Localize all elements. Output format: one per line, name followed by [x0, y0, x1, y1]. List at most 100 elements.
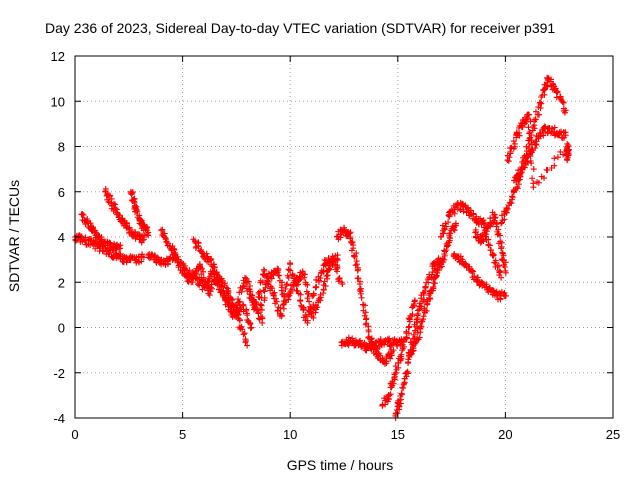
data-point [498, 274, 505, 281]
data-point [285, 266, 292, 273]
data-point [522, 161, 529, 168]
data-point [525, 124, 532, 131]
data-point [491, 211, 498, 218]
data-point [507, 199, 514, 206]
data-point [358, 294, 365, 301]
data-point [365, 323, 372, 330]
data-point [198, 265, 205, 272]
data-point [186, 267, 193, 274]
data-point [422, 284, 429, 291]
y-axis-label: SDTVAR / TECUs [6, 180, 22, 292]
series-track-3 [102, 185, 148, 246]
data-point [106, 239, 113, 246]
data-point [255, 310, 262, 317]
series-track-6 [158, 226, 251, 349]
data-point [276, 272, 283, 279]
y-tick-label: -4 [53, 411, 65, 426]
data-point [530, 166, 537, 173]
data-point [400, 385, 407, 392]
data-point [203, 250, 210, 257]
data-point [559, 135, 566, 142]
data-point [235, 299, 242, 306]
data-point [386, 335, 393, 342]
data-point [499, 249, 506, 256]
data-point [162, 234, 169, 241]
data-point [93, 229, 100, 236]
data-point [297, 298, 304, 305]
data-point [139, 251, 146, 258]
data-point [561, 129, 568, 136]
data-point [445, 219, 452, 226]
data-point [310, 290, 317, 297]
data-point [287, 290, 294, 297]
x-tick-label: 25 [606, 427, 620, 442]
data-point [320, 268, 327, 275]
data-point [528, 149, 535, 156]
data-point [564, 154, 571, 161]
data-point [344, 340, 351, 347]
data-point [160, 257, 167, 264]
data-point [347, 235, 354, 242]
data-point [138, 217, 145, 224]
data-point [129, 190, 136, 197]
data-point [261, 294, 268, 301]
data-point [490, 252, 497, 259]
data-point [482, 233, 489, 240]
data-point [405, 330, 412, 337]
data-point [158, 227, 165, 234]
chart-title: Day 236 of 2023, Sidereal Day-to-day VTE… [45, 20, 555, 36]
data-point [481, 229, 488, 236]
data-point [255, 289, 262, 296]
data-point [410, 347, 417, 354]
data-point [499, 257, 506, 264]
data-point [112, 206, 119, 213]
data-point [326, 266, 333, 273]
data-point [280, 301, 287, 308]
data-point [241, 330, 248, 337]
data-point [363, 347, 370, 354]
data-point [301, 271, 308, 278]
data-point [304, 319, 311, 326]
data-point [505, 158, 512, 165]
data-point [305, 291, 312, 298]
data-point [271, 289, 278, 296]
data-point [551, 155, 558, 162]
data-point [497, 268, 504, 275]
data-point [373, 342, 380, 349]
data-point [431, 280, 438, 287]
grid-lines [75, 56, 613, 418]
data-point [549, 80, 556, 87]
data-point [234, 310, 241, 317]
series-track-16 [450, 250, 509, 303]
axis-ticks [74, 55, 614, 419]
data-point [256, 291, 263, 298]
data-point [285, 274, 292, 281]
data-point [530, 184, 537, 191]
data-point [513, 178, 520, 185]
data-point [544, 74, 551, 81]
data-point [562, 107, 569, 114]
data-point [398, 390, 405, 397]
data-point [225, 289, 232, 296]
data-point [405, 324, 412, 331]
data-point [490, 251, 497, 258]
data-point [510, 138, 517, 145]
x-tick-label: 15 [391, 427, 405, 442]
x-tick-labels: 0 5 10 15 20 25 [71, 427, 620, 442]
data-point [438, 263, 445, 270]
data-point [509, 194, 516, 201]
data-point [527, 134, 534, 141]
data-point [452, 220, 459, 227]
data-point [310, 314, 317, 321]
data-point [355, 275, 362, 282]
data-point [274, 308, 281, 315]
data-point [211, 264, 218, 271]
data-point [84, 218, 91, 225]
data-point [119, 215, 126, 222]
data-point [218, 283, 225, 290]
y-tick-label: 2 [58, 275, 65, 290]
series-track-20 [504, 111, 572, 191]
data-point [325, 254, 332, 261]
data-point [496, 262, 503, 269]
data-point [528, 160, 535, 167]
